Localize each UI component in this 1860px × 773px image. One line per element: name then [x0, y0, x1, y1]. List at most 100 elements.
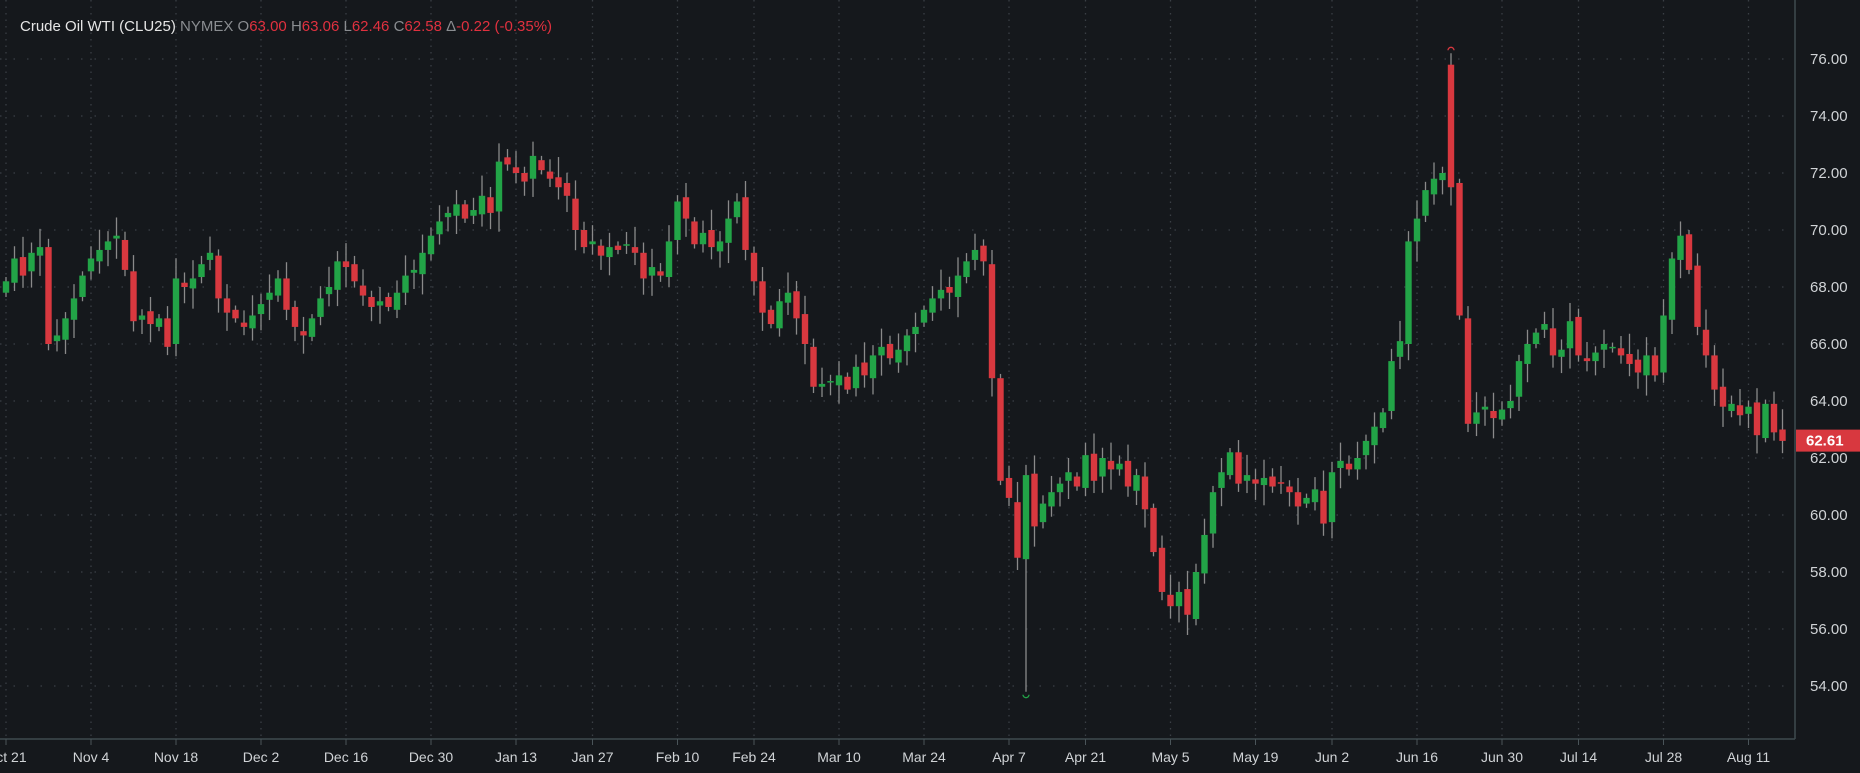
candle-body-up [53, 335, 61, 342]
candle-body-down [886, 344, 894, 359]
candle-body-down [461, 204, 469, 219]
candle-body-up [1422, 190, 1429, 216]
candle [971, 233, 979, 271]
candle [172, 258, 180, 357]
candle [419, 234, 426, 295]
candle [164, 306, 171, 356]
candle [240, 310, 248, 336]
time-tick-label: Jun 16 [1396, 749, 1438, 765]
time-tick-label: Mar 24 [902, 749, 946, 765]
candle-body-up [87, 258, 95, 272]
candle [368, 290, 375, 322]
candle [1005, 465, 1013, 507]
candle [1609, 342, 1616, 353]
price-axis[interactable]: 54.00 56.00 58.00 60.00 62.00 64.00 66.00 68.00… [1810, 51, 1848, 695]
candle-body-down [1005, 477, 1013, 498]
change-label: Δ [446, 18, 457, 35]
candle-body-up [70, 298, 78, 320]
price-tick-label: 56.00 [1810, 621, 1848, 638]
candle-body-down [342, 261, 350, 268]
candle-body-up [895, 349, 902, 363]
candle [946, 276, 953, 309]
candle-body-up [1337, 460, 1344, 468]
candle [1583, 342, 1591, 372]
candle-body-down [385, 296, 392, 307]
candle-body-up [206, 252, 214, 260]
candle-body-up [28, 252, 35, 272]
candle-body-up [444, 212, 452, 218]
candle [1566, 302, 1574, 369]
time-tick-label: Apr 21 [1065, 749, 1106, 765]
candle-body-down [487, 197, 494, 213]
candle [1277, 465, 1285, 494]
candle [487, 186, 494, 230]
candle [742, 180, 749, 261]
candle-body-down [614, 245, 622, 250]
candle [87, 246, 95, 280]
candle [121, 231, 129, 277]
exchange-label: NYMEX [180, 18, 234, 35]
candle [1345, 455, 1353, 476]
candle-body-down [291, 306, 299, 327]
candle [1328, 461, 1336, 539]
candle [572, 180, 579, 251]
candle [1685, 230, 1693, 275]
candle [181, 272, 188, 304]
candle-body-down [1141, 476, 1149, 510]
candle-body-down [1770, 403, 1778, 433]
candle [1515, 354, 1523, 411]
candle-body-up [776, 301, 783, 329]
candle [104, 231, 112, 267]
candle [1549, 308, 1557, 368]
candle [453, 190, 460, 234]
candle [674, 195, 681, 255]
candle [130, 255, 137, 332]
candle-body-up [784, 292, 792, 303]
last-price-badge [1796, 429, 1860, 452]
candle [665, 225, 673, 288]
low-label: L [343, 18, 352, 35]
candle [716, 231, 724, 268]
candle [1456, 178, 1463, 320]
time-axis[interactable]: Oct 21 Nov 4 Nov 18 Dec 2 Dec 16 Dec 30 Jan 13… [0, 739, 1770, 765]
candle-body-up [716, 241, 724, 252]
candle [699, 220, 707, 253]
candle-body-up [606, 247, 613, 258]
candle-body-up [266, 292, 273, 300]
candle [878, 328, 885, 376]
candle [1702, 309, 1710, 368]
candle-body-down [351, 264, 358, 282]
grid-lines [0, 0, 1795, 739]
candle [1677, 221, 1684, 279]
candle [1099, 447, 1106, 493]
candle [733, 193, 741, 224]
candle-body-up [1311, 489, 1319, 503]
price-tick-label: 72.00 [1810, 165, 1848, 182]
candle [1056, 477, 1064, 507]
candle-body-up [1439, 173, 1446, 181]
price-tick-label: 66.00 [1810, 336, 1848, 353]
candle-body-down [1685, 234, 1693, 270]
candle [1243, 454, 1251, 494]
candle-body-down [538, 160, 545, 171]
candle [631, 226, 639, 266]
candle [521, 166, 528, 196]
candle-body-up [1303, 497, 1310, 504]
candle [852, 354, 860, 397]
candle-body-down [1736, 405, 1744, 416]
candle [1524, 329, 1531, 383]
candle-body-down [1235, 452, 1242, 484]
candle-body-down [742, 197, 749, 250]
candle [1388, 348, 1395, 420]
candle-body-down [1464, 318, 1472, 424]
candle-body-up [623, 244, 630, 246]
candle-body-up [725, 218, 732, 243]
candle [997, 373, 1004, 486]
candle-body-down [1549, 328, 1557, 356]
candle-body-up [1532, 332, 1540, 344]
candle-body-up [1524, 344, 1531, 364]
candle [274, 270, 282, 302]
candle [1218, 458, 1225, 507]
candle-body-up [1558, 349, 1565, 357]
